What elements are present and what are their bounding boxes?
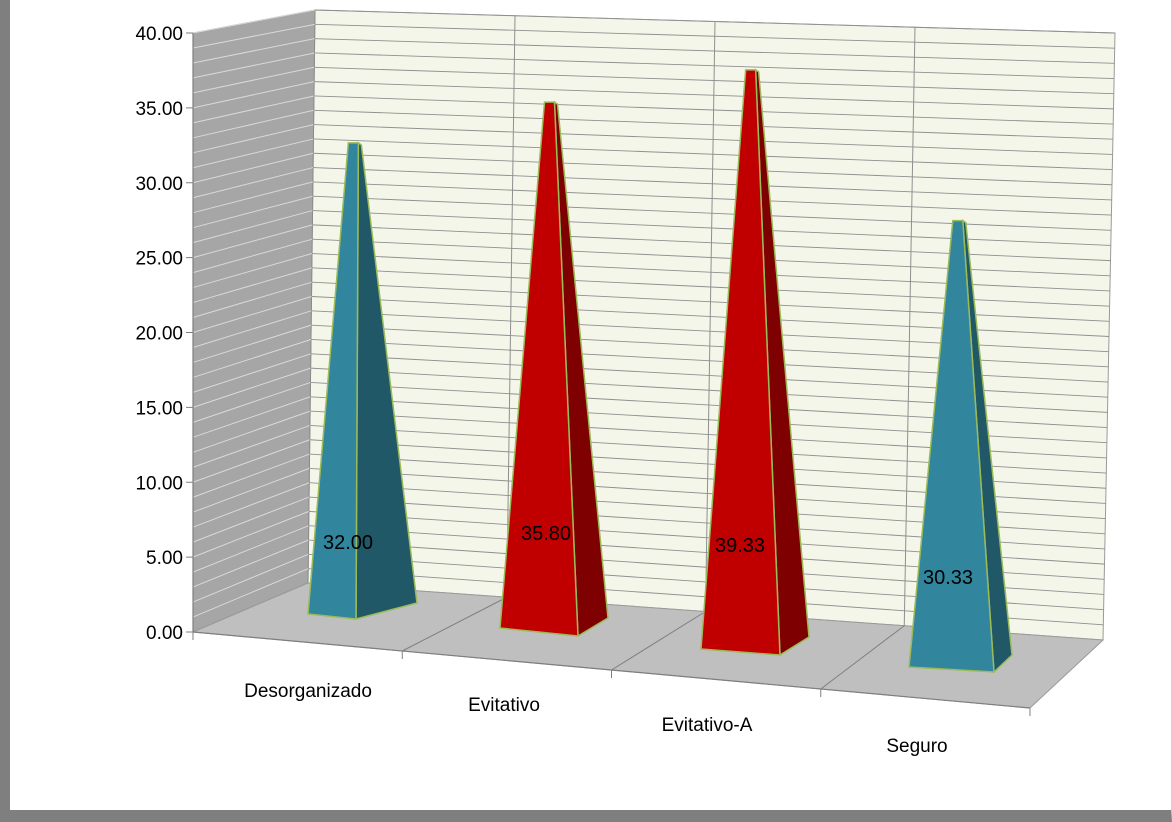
side-gridline [192, 238, 313, 274]
side-gridline [192, 210, 313, 244]
side-gridline [192, 482, 310, 528]
y-tick-label: 15.00 [135, 398, 183, 419]
side-gridline [192, 181, 314, 214]
side-gridline [192, 195, 313, 229]
side-gridline [192, 410, 311, 453]
side-gridline [192, 52, 315, 79]
side-gridline [192, 109, 314, 139]
pyramid-front-face [908, 219, 995, 673]
side-gridline [192, 81, 315, 109]
side-gridline [192, 310, 312, 348]
back-divider [903, 27, 916, 626]
pyramid-front-face [307, 142, 360, 620]
side-gridline [192, 138, 314, 169]
data-label: 35.80 [521, 523, 571, 545]
side-gridline [192, 381, 311, 423]
x-category-label: Evitativo-A [662, 715, 753, 736]
side-gridline [192, 467, 310, 513]
pyramid-bar [908, 219, 1013, 674]
pyramid-chart: 0.00 5.00 10.00 15.00 20.00 25.00 30.00 35.00 40… [135, 9, 1116, 757]
side-gridline [192, 496, 310, 543]
back-divider [705, 21, 716, 612]
y-tick-label: 35.00 [135, 99, 183, 120]
pyramid-bar [499, 100, 609, 638]
y-tick-label: 30.00 [135, 174, 183, 195]
side-wall [192, 9, 316, 633]
side-gridline [192, 95, 315, 124]
y-tick-label: 5.00 [146, 548, 183, 569]
pyramid-bar [700, 68, 810, 657]
y-tick-label: 10.00 [135, 473, 183, 494]
side-gridline [192, 439, 310, 483]
y-tick-label: 25.00 [135, 249, 183, 270]
side-gridline [192, 267, 312, 304]
y-tick-label: 20.00 [135, 324, 183, 345]
y-tick-label: 0.00 [146, 623, 183, 644]
side-gridline [192, 539, 309, 588]
side-gridline [192, 253, 313, 289]
side-gridline [192, 553, 309, 603]
side-gridline [192, 324, 312, 363]
side-gridline [192, 167, 314, 199]
side-gridline [192, 568, 309, 618]
side-gridline [192, 9, 316, 34]
back-divider [506, 15, 516, 598]
side-gridline [192, 510, 310, 558]
pyramid-front-face [700, 69, 781, 656]
floor-divider [402, 596, 507, 652]
data-label: 39.33 [715, 535, 765, 557]
pyramid-front-face [499, 101, 579, 637]
floor-divider [611, 611, 706, 671]
side-gridline [192, 453, 310, 498]
x-category-label: Evitativo [468, 695, 540, 716]
x-category-label: Desorganizado [244, 681, 372, 702]
side-gridline [192, 66, 315, 94]
y-tick-label: 40.00 [135, 24, 183, 45]
side-gridline [192, 224, 313, 259]
side-gridline [192, 525, 309, 573]
floor-divider [820, 625, 905, 690]
side-gridline [192, 124, 314, 154]
side-gridline [192, 23, 315, 49]
data-label: 32.00 [323, 532, 373, 554]
side-gridline [192, 296, 312, 333]
side-gridline [192, 353, 311, 393]
x-category-label: Seguro [886, 736, 947, 757]
side-gridline [192, 396, 311, 438]
side-gridline [192, 338, 312, 378]
side-gridline [192, 38, 315, 64]
side-gridline [192, 152, 314, 184]
side-gridline [192, 424, 311, 468]
data-label: 30.33 [923, 567, 973, 589]
side-gridline [192, 281, 312, 319]
pyramid-bar [307, 141, 418, 620]
side-gridline [192, 367, 311, 408]
